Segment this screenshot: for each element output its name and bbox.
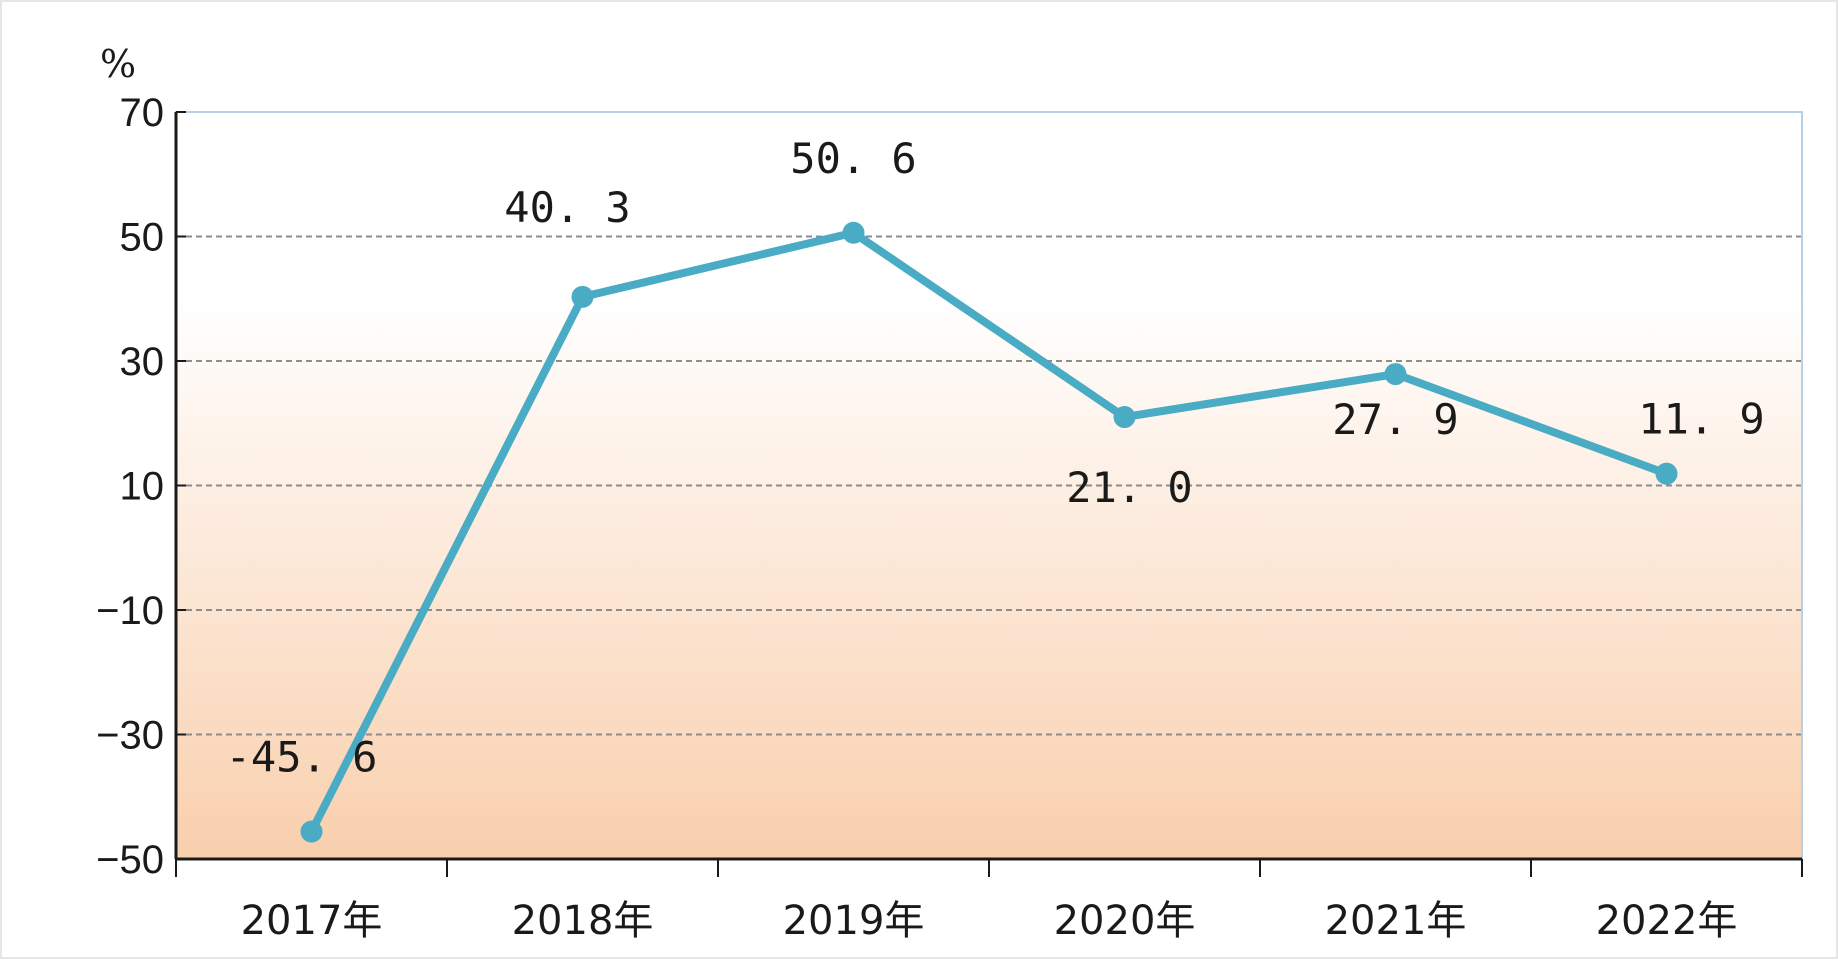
x-tick-label: 2022年 xyxy=(1596,898,1738,944)
x-tick-label: 2017年 xyxy=(241,898,383,944)
x-tick-label: 2018年 xyxy=(512,898,654,944)
data-label: 27. 9 xyxy=(1332,395,1458,444)
data-label: -45. 6 xyxy=(226,733,378,782)
data-point xyxy=(571,285,594,308)
data-point xyxy=(1655,462,1678,485)
y-tick-label: 50 xyxy=(120,216,165,260)
data-point xyxy=(842,221,865,244)
y-ticks: 70 50 30 10 −10 −30 −50 xyxy=(96,91,186,882)
y-tick-label: 70 xyxy=(120,91,165,135)
y-tick-label: −30 xyxy=(96,714,164,758)
data-label: 40. 3 xyxy=(504,183,630,232)
data-label: 11. 9 xyxy=(1638,395,1764,444)
y-tick-label: 30 xyxy=(120,340,165,384)
series-line xyxy=(307,228,1671,836)
x-tick-label: 2021年 xyxy=(1325,898,1467,944)
x-tick-label: 2020年 xyxy=(1054,898,1196,944)
data-point xyxy=(300,820,323,843)
series-group: -45. 6 40. 3 50. 6 21. 0 27. 9 11. 9 xyxy=(226,134,1765,843)
x-tick-label: 2019年 xyxy=(783,898,925,944)
grid-lines xyxy=(176,235,1802,736)
data-point xyxy=(1113,406,1136,429)
y-tick-label: −50 xyxy=(96,838,164,882)
y-axis-unit: % xyxy=(100,42,136,86)
data-point xyxy=(1384,363,1407,386)
data-label: 50. 6 xyxy=(790,134,916,183)
data-label: 21. 0 xyxy=(1066,463,1192,512)
x-ticks: 2017年 2018年 2019年 2020年 2021年 2022年 xyxy=(175,859,1803,944)
y-tick-label: 10 xyxy=(120,465,165,509)
y-tick-label: −10 xyxy=(96,589,164,633)
